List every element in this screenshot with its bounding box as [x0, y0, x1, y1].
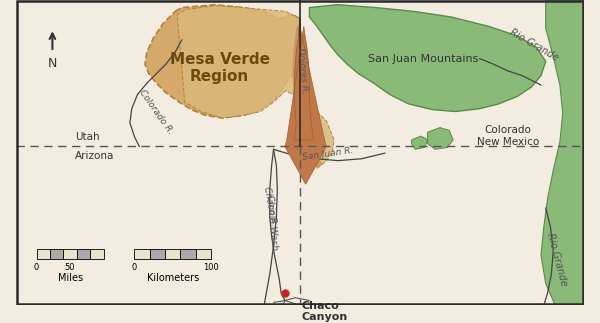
- Text: Dolores R.: Dolores R.: [296, 47, 310, 94]
- Polygon shape: [541, 0, 584, 305]
- Polygon shape: [310, 5, 546, 111]
- Text: Rio Grande: Rio Grande: [508, 27, 560, 63]
- Text: N: N: [48, 57, 57, 70]
- Polygon shape: [285, 26, 326, 184]
- Text: Colorado R.: Colorado R.: [137, 88, 175, 135]
- Text: Utah: Utah: [75, 132, 100, 142]
- Text: Colorado: Colorado: [484, 125, 532, 135]
- Text: Rio Grande: Rio Grande: [545, 232, 569, 287]
- Text: Chaco
Canyon: Chaco Canyon: [302, 300, 348, 322]
- Polygon shape: [145, 5, 300, 118]
- Text: Chinle Wash: Chinle Wash: [265, 194, 278, 250]
- Text: New Mexico: New Mexico: [477, 137, 539, 147]
- Text: Chaco R.: Chaco R.: [262, 185, 278, 226]
- Polygon shape: [292, 21, 323, 168]
- Text: Mesa Verde
Region: Mesa Verde Region: [170, 52, 269, 84]
- Polygon shape: [412, 136, 428, 149]
- Text: San Juan R.: San Juan R.: [302, 146, 355, 162]
- Polygon shape: [177, 6, 334, 168]
- Polygon shape: [428, 128, 453, 149]
- Text: Arizona: Arizona: [75, 151, 115, 161]
- Text: San Juan Mountains: San Juan Mountains: [368, 54, 478, 64]
